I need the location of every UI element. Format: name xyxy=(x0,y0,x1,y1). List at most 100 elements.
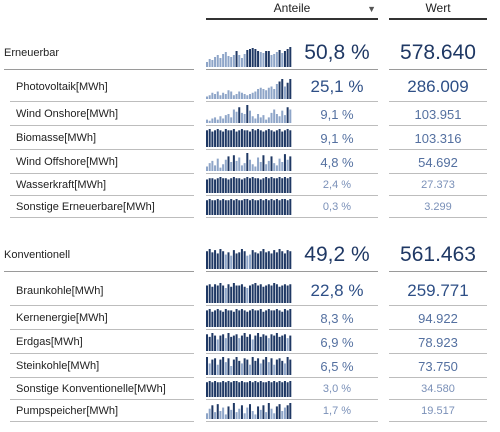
sparkline-bar xyxy=(208,363,211,375)
sparkline-bar xyxy=(259,381,262,397)
sparkline-svg xyxy=(206,153,292,171)
sparkline-bar xyxy=(240,405,243,419)
sparkline-bar xyxy=(254,310,257,327)
sparkline-bar xyxy=(283,284,286,303)
row-divider xyxy=(206,399,378,400)
sparkline-bar xyxy=(216,309,219,327)
sparkline-bar xyxy=(216,285,219,303)
sparkline-bar xyxy=(208,199,211,215)
row-label: Steinkohle[MWh] xyxy=(16,360,100,372)
sparkline-bar xyxy=(240,165,243,171)
sparkline-bar xyxy=(273,89,276,99)
sparkline-bar xyxy=(257,114,260,123)
row-divider xyxy=(10,305,194,306)
sparkline-bar xyxy=(270,55,273,67)
sparkline-chart xyxy=(206,174,292,196)
sparkline-bar xyxy=(211,118,214,123)
group-row[interactable]: Konventionell 49,2 % 561.463 xyxy=(0,238,500,272)
sparkline-bar xyxy=(251,250,254,269)
sparkline-bar xyxy=(232,311,235,327)
row-divider xyxy=(10,149,194,150)
sparkline-bar xyxy=(240,381,243,397)
sparkline-svg xyxy=(206,199,292,215)
sparkline-bar xyxy=(283,177,286,193)
sparkline-bar xyxy=(219,335,222,351)
item-row[interactable]: Kernenergie[MWh] 8,3 % 94.922 xyxy=(0,306,500,330)
sparkline-bar xyxy=(283,253,286,269)
sparkline-bar xyxy=(275,165,278,171)
sparkline-bar xyxy=(249,254,251,269)
group-row[interactable]: Erneuerbar 50,8 % 578.640 xyxy=(0,36,500,70)
header-anteile[interactable]: Anteile ▼ xyxy=(206,0,378,20)
sparkline-bar xyxy=(219,283,222,303)
item-row[interactable]: Sonstige Konventionelle[MWh] 3,0 % 34.580 xyxy=(0,378,500,400)
row-divider xyxy=(389,329,487,330)
row-divider xyxy=(4,271,194,272)
sparkline-bar xyxy=(270,382,273,397)
sparkline-bar xyxy=(251,199,254,215)
share-percent: 25,1 % xyxy=(310,77,364,96)
sparkline-bar xyxy=(232,155,235,171)
row-divider xyxy=(10,329,194,330)
sparkline-chart xyxy=(206,102,292,126)
sparkline-bar xyxy=(230,130,233,147)
item-row[interactable]: Sonstige Erneuerbare[MWh] 0,3 % 3.299 xyxy=(0,196,500,218)
item-row[interactable]: Wasserkraft[MWh] 2,4 % 27.373 xyxy=(0,174,500,196)
sparkline-bar xyxy=(275,359,278,375)
item-row[interactable]: Wind Offshore[MWh] 4,8 % 54.692 xyxy=(0,150,500,174)
sparkline-bar xyxy=(227,284,230,303)
item-row[interactable]: Pumpspeicher[MWh] 1,7 % 19.517 xyxy=(0,400,500,422)
sparkline-bar xyxy=(216,119,219,123)
sparkline-bar xyxy=(262,89,265,99)
sparkline-bar xyxy=(232,177,235,193)
value-mwh: 286.009 xyxy=(407,77,469,96)
row-divider xyxy=(389,149,487,150)
item-row[interactable]: Photovoltaik[MWh] 25,1 % 286.009 xyxy=(0,72,500,102)
sparkline-bar xyxy=(262,53,265,67)
sparkline-bar xyxy=(222,285,225,303)
sparkline-bar xyxy=(254,49,257,67)
sparkline-bar xyxy=(238,252,241,269)
sparkline-bar xyxy=(235,412,238,419)
sparkline-bar xyxy=(267,403,270,419)
sparkline-bar xyxy=(275,52,278,67)
sparkline-bar xyxy=(275,130,278,147)
sparkline-bar xyxy=(232,283,235,303)
sparkline-bar xyxy=(265,252,268,269)
sparkline-bar xyxy=(249,404,251,419)
sparkline-bar xyxy=(222,251,225,269)
sparkline-bar xyxy=(278,286,281,303)
sparkline-svg xyxy=(206,357,292,375)
sparkline-bar xyxy=(224,414,227,419)
sparkline-bar xyxy=(267,51,270,67)
sort-descending-icon[interactable]: ▼ xyxy=(367,4,376,14)
sparkline-bar xyxy=(227,130,230,147)
column-header-anteile[interactable]: Anteile xyxy=(273,1,311,15)
sparkline-bar xyxy=(289,156,292,171)
sparkline-bar xyxy=(278,200,281,215)
sparkline-bar xyxy=(283,309,286,327)
item-row[interactable]: Steinkohle[MWh] 6,5 % 73.750 xyxy=(0,354,500,378)
sparkline-bar xyxy=(275,199,278,215)
share-percent: 2,4 % xyxy=(322,179,352,191)
sparkline-bar xyxy=(254,283,257,303)
column-header-wert[interactable]: Wert xyxy=(389,0,487,20)
sparkline-chart xyxy=(206,36,292,70)
sparkline-bar xyxy=(283,363,286,375)
row-label: Erdgas[MWh] xyxy=(16,336,83,348)
sparkline-bar xyxy=(289,79,292,99)
sparkline-bar xyxy=(262,131,265,147)
sparkline-bar xyxy=(254,360,257,375)
item-row[interactable]: Erdgas[MWh] 6,9 % 78.923 xyxy=(0,330,500,354)
item-row[interactable]: Wind Onshore[MWh] 9,1 % 103.951 xyxy=(0,102,500,126)
item-row[interactable]: Braunkohle[MWh] 22,8 % 259.771 xyxy=(0,276,500,306)
sparkline-bar xyxy=(214,117,217,123)
item-row[interactable]: Biomasse[MWh] 9,1 % 103.316 xyxy=(0,126,500,150)
sparkline-bar xyxy=(232,250,235,269)
sparkline-bar xyxy=(273,250,276,269)
sparkline-bar xyxy=(259,130,262,147)
sparkline-bar xyxy=(278,50,281,67)
sparkline-chart xyxy=(206,354,292,378)
sparkline-bar xyxy=(216,55,219,67)
sparkline-svg xyxy=(206,129,292,147)
